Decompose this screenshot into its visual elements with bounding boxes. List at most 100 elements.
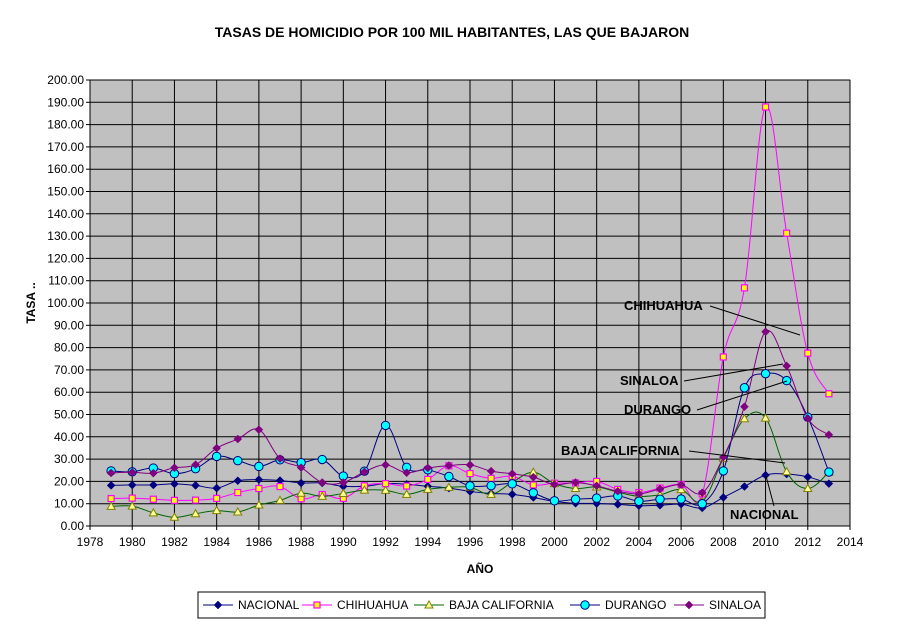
data-point [550,480,559,489]
data-point [570,494,581,504]
data-point [802,483,813,493]
x-tick-label: 1980 [119,535,146,549]
data-point [465,460,475,470]
annotation-leader [688,450,786,464]
legend-item-chihuahua: CHIHUAHUA [302,598,408,612]
x-tick-label: 1994 [414,535,441,549]
annotation-leader [696,380,788,411]
annotation-chihuahua: CHIHUAHUA [624,298,703,313]
y-tick-label: 100.00 [47,296,84,310]
y-tick-label: 30.00 [54,452,84,466]
legend-marker [213,600,223,610]
data-point [106,481,116,490]
data-point [465,481,475,491]
data-point [803,413,813,423]
data-point [676,480,686,490]
data-point [107,494,115,503]
legend-label: CHIHUAHUA [337,598,408,612]
y-tick-label: 120.00 [47,251,84,265]
data-point [655,494,665,504]
data-point [255,484,263,493]
series-layer [106,103,834,521]
y-tick-label: 190.00 [47,95,84,109]
y-tick-label: 0.00 [61,519,85,533]
data-point [338,478,348,487]
y-tick-label: 40.00 [54,430,84,444]
data-point [190,508,201,518]
data-point [317,491,328,500]
data-point [613,500,623,509]
data-point [718,493,728,502]
data-point [170,479,179,489]
data-point [529,481,537,489]
legend-marker [424,599,434,609]
data-point [487,474,495,482]
y-axis-ticks: 0.00 10.00 20.00 30.00 40.00 50.00 60.00 70.00 8… [47,73,90,533]
data-point [486,480,496,491]
data-point [233,455,243,466]
y-tick-label: 70.00 [54,363,84,377]
x-tick-label: 2014 [837,535,864,549]
data-point [761,103,770,111]
y-axis-title: TASA .. [24,282,38,323]
annotation-durango: DURANGO [624,402,691,417]
data-point [507,479,517,489]
data-point [254,461,264,472]
x-tick-label: 1984 [203,535,230,549]
y-tick-label: 90.00 [54,318,84,332]
data-point [275,495,285,504]
legend-item-durango: DURANGO [570,598,666,612]
data-point [380,420,391,431]
data-point [296,488,306,497]
data-point [149,495,157,503]
data-point [276,482,284,491]
data-point [613,486,623,496]
data-point [191,481,200,490]
data-point [444,482,454,491]
data-point [825,390,833,398]
data-point [213,494,221,502]
data-point [423,463,433,473]
legend-label: DURANGO [605,598,666,612]
y-tick-label: 160.00 [47,162,84,176]
y-tick-label: 20.00 [54,474,84,488]
data-point [571,478,580,487]
x-tick-label: 1992 [372,535,399,549]
data-point [359,485,370,494]
data-point [296,478,306,488]
annotation-nacional: NACIONAL [730,507,799,522]
y-tick-label: 130.00 [47,229,84,243]
data-point [781,466,792,476]
legend-box [197,591,766,619]
legend-item-nacional: NACIONAL [203,598,300,612]
data-point [169,512,180,521]
legend-marker [313,601,321,609]
y-tick-label: 50.00 [54,408,84,422]
data-point [191,496,200,504]
data-point [591,493,602,503]
legend: NACIONAL CHIHUAHUA BAJA CALIFORNIA DURANGO S… [197,591,766,619]
data-point [127,467,137,477]
data-point [170,463,179,473]
data-point [824,467,834,477]
data-point [634,496,644,506]
y-tick-label: 200.00 [47,73,84,87]
data-point [676,494,686,504]
data-point [296,463,306,472]
data-point [254,425,264,435]
data-point [254,500,264,509]
data-point [127,480,137,490]
x-tick-label: 1996 [457,535,484,549]
x-tick-label: 1978 [77,535,104,549]
data-point [634,489,644,499]
x-tick-label: 2012 [794,535,821,549]
annotation-leader [709,305,801,336]
x-tick-label: 2002 [583,535,610,549]
data-point [740,284,749,292]
data-point [106,501,116,510]
y-tick-label: 10.00 [54,497,84,511]
x-tick-label: 2010 [752,535,779,549]
x-axis-title: AÑO [467,561,494,576]
x-tick-label: 1990 [330,535,357,549]
